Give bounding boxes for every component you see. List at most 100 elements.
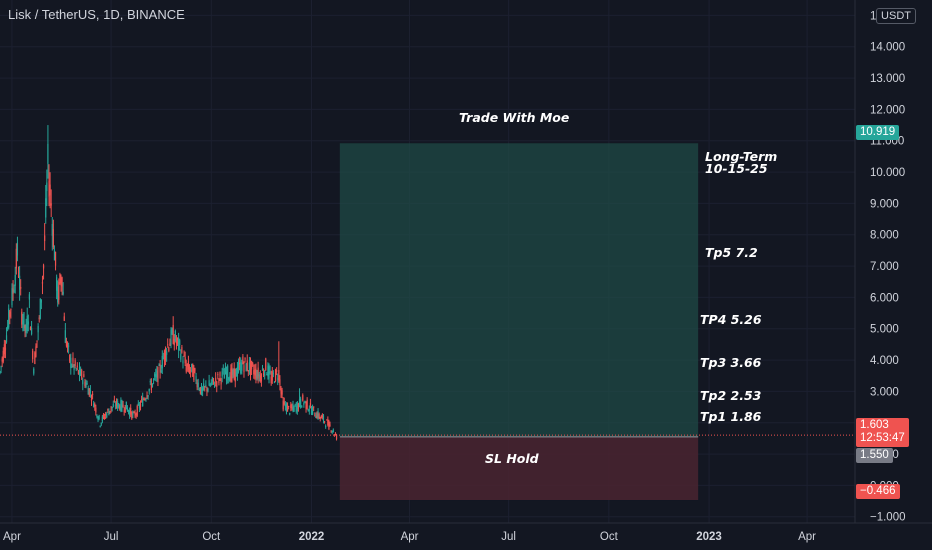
candle-body [0, 371, 1, 373]
candle-body [247, 370, 249, 372]
candle-body [239, 362, 241, 364]
candle-body [168, 347, 170, 351]
candle-body [332, 429, 334, 432]
candle-body [5, 335, 8, 343]
annotation-tp3: Tp3 3.66 [700, 355, 762, 370]
candle-body [118, 403, 120, 407]
candle-body [149, 380, 151, 383]
candle-body [180, 353, 182, 360]
candle-body [278, 369, 280, 381]
candle-body [290, 404, 292, 409]
candle-body [109, 410, 111, 413]
candle-body [266, 373, 268, 376]
candle-body [306, 399, 308, 409]
candle-body [45, 198, 47, 218]
candle-countdown: 12:53:47 [860, 432, 905, 444]
candle-body [63, 316, 65, 321]
candle-body [35, 346, 37, 357]
candle-body [250, 360, 253, 370]
candle-body [317, 410, 319, 419]
candle-body [216, 381, 218, 387]
candle-body [212, 378, 215, 382]
target-price-badge: 10.919 [856, 125, 900, 140]
candle-body [77, 370, 80, 374]
annotation-long-term: Long-Term 10-15-25 [705, 149, 778, 176]
candle-body [274, 369, 277, 382]
candle-body [220, 379, 222, 385]
candle-body [182, 360, 184, 364]
candle-body [160, 370, 162, 373]
candle-body [296, 402, 298, 412]
candle-body [257, 367, 259, 379]
candle-body [259, 375, 261, 382]
candle-body [293, 406, 295, 412]
candle-body [98, 415, 100, 419]
candle-body [21, 311, 23, 325]
candle-body [148, 388, 150, 392]
currency-badge[interactable]: USDT [876, 8, 916, 24]
candle-body [58, 282, 60, 300]
candle-body [310, 409, 313, 415]
price-tick-label: 4.000 [870, 355, 899, 367]
candle-body [156, 370, 158, 378]
candle-body [53, 249, 56, 261]
candle-body [286, 405, 289, 412]
candle-body [289, 413, 291, 415]
candle-body [12, 288, 14, 294]
candle-body [96, 414, 98, 418]
candle-body [24, 325, 26, 329]
candle-body [298, 399, 301, 406]
candle-body [134, 412, 136, 417]
candle-body [245, 363, 247, 372]
candle-body [325, 425, 327, 427]
candle-body [140, 398, 143, 400]
candle-body [307, 409, 309, 411]
candle-body [83, 374, 85, 378]
price-tick-label: 10.000 [870, 167, 905, 179]
candle-body [41, 281, 44, 284]
candle-body [147, 395, 149, 397]
candle-body [107, 409, 109, 411]
price-tick-label: 7.000 [870, 261, 899, 273]
candle-body [89, 390, 92, 394]
candle-body [91, 393, 94, 395]
symbol-title[interactable]: Lisk / TetherUS, 1D, BINANCE [8, 7, 185, 22]
candle-body [1, 358, 3, 362]
candle-body [2, 350, 4, 362]
candle-body [62, 291, 64, 295]
candle-body [146, 395, 148, 399]
candle-body [195, 376, 197, 382]
candle-body [143, 399, 145, 401]
price-tick-label: 8.000 [870, 230, 899, 242]
candle-body [327, 419, 329, 426]
candle-body [170, 330, 172, 345]
candle-body [38, 317, 40, 320]
candle-body [97, 418, 99, 421]
candle-body [37, 326, 39, 333]
candle-body [190, 370, 192, 372]
candle-body [20, 286, 22, 289]
candle-body [207, 388, 209, 391]
price-tick-label: 3.000 [870, 386, 899, 398]
candle-body [144, 398, 146, 400]
candle-body [187, 361, 190, 370]
candle-body [231, 367, 233, 377]
entry-price-badge: 1.550 [856, 448, 893, 463]
annotation-tp2: Tp2 2.53 [700, 388, 762, 403]
time-axis[interactable]: Apr Jul Oct 2022 Apr Jul Oct 2023 Apr [0, 522, 932, 543]
candle-body [65, 340, 68, 346]
candle-body [17, 275, 20, 277]
candle-body [100, 422, 102, 425]
candle-body [102, 414, 105, 417]
time-tick-label: 2022 [299, 531, 325, 543]
candle-body [7, 325, 9, 329]
candle-body [322, 415, 325, 421]
candle-body [260, 374, 263, 382]
candle-body [94, 403, 96, 407]
candle-body [244, 357, 246, 360]
candle-body [49, 184, 51, 196]
candle-body [32, 350, 34, 360]
current-price-badge: 1.603 12:53:47 [856, 418, 909, 447]
price-axis[interactable]: 15.00014.00013.00012.00011.00010.0009.00… [854, 0, 932, 550]
